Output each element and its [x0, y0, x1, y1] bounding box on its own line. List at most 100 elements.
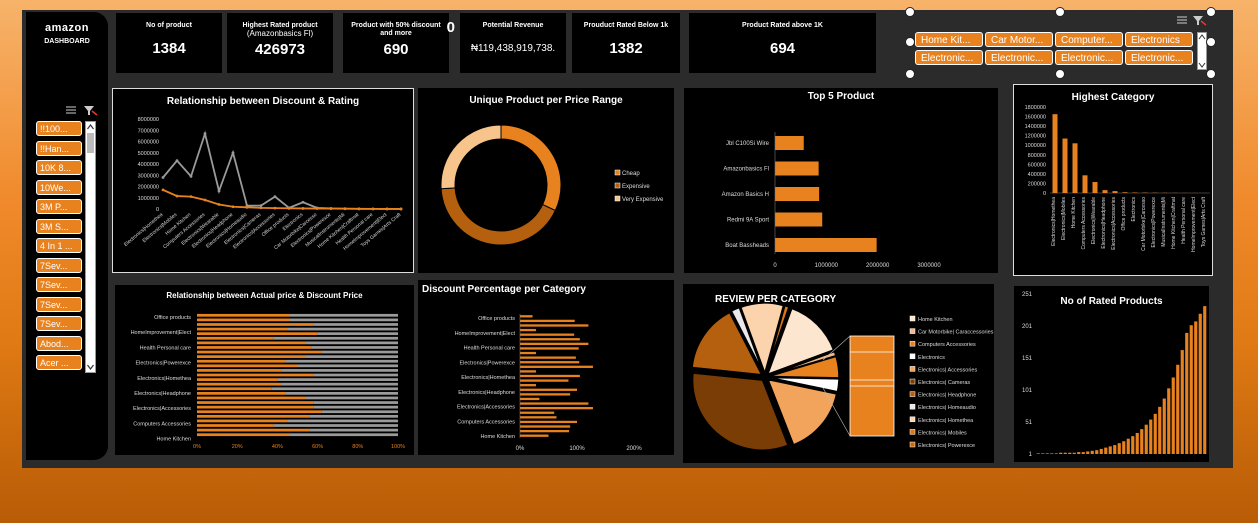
- kpi-value: 1382: [609, 40, 643, 57]
- chart-review-category: REVIEW PER CATEGORY Home Kitchen Car Moto…: [683, 284, 994, 463]
- bar: [1104, 447, 1108, 454]
- slicer-item[interactable]: 3M P...: [36, 199, 82, 214]
- bar-segment: [289, 318, 398, 322]
- data-point: [273, 195, 277, 199]
- resize-handle-tm[interactable]: [1055, 7, 1065, 17]
- bar: [1054, 453, 1058, 454]
- slicer-item[interactable]: 10K 8...: [36, 160, 82, 175]
- y-tick-label: Electronics|Homethea: [137, 376, 192, 382]
- slicer-item[interactable]: 4 In 1 ...: [36, 238, 82, 253]
- y-tick-label: 4000000: [138, 162, 159, 168]
- y-tick-label: 1000000: [138, 196, 159, 202]
- y-tick-label: 1: [1029, 452, 1033, 458]
- bar: [520, 361, 580, 364]
- category-slicer[interactable]: Home Kit... Car Motor... Computer... Electr…: [910, 12, 1212, 74]
- category-slicer-item[interactable]: Electronic...: [1125, 50, 1193, 65]
- bar: [520, 397, 540, 401]
- bar: [520, 356, 576, 359]
- bar: [1144, 424, 1148, 454]
- bar: [520, 315, 533, 318]
- resize-handle-br[interactable]: [1206, 69, 1216, 79]
- slicer-item[interactable]: !!Han...: [36, 140, 82, 156]
- x-tick-label: 20%: [232, 444, 243, 450]
- bar: [1140, 429, 1144, 454]
- stacked-bar-chart: Office products HomeImprovement|Elect Heal…: [131, 313, 405, 450]
- category-slicer-item[interactable]: Computer...: [1055, 32, 1123, 47]
- donut-slice: [440, 187, 556, 246]
- slicer-item[interactable]: 3M S...: [36, 218, 82, 234]
- bar-segment: [313, 401, 398, 404]
- multi-select-icon[interactable]: [66, 106, 76, 114]
- kpi-rated-below-1k: Prouduct Rated Below 1k 1382: [572, 13, 680, 73]
- data-point: [217, 203, 221, 206]
- clear-filter-icon[interactable]: [84, 106, 98, 116]
- bar-segment: [197, 369, 282, 372]
- y-tick-label: Electronics|Homethea: [461, 375, 516, 381]
- bar-segment: [289, 433, 398, 437]
- clear-filter-icon[interactable]: [1193, 16, 1207, 26]
- resize-handle-tr[interactable]: [1206, 7, 1216, 17]
- multi-select-icon[interactable]: [1177, 16, 1187, 24]
- resize-handle-bm[interactable]: [1055, 69, 1065, 79]
- topslicer-scrollbar[interactable]: [1197, 32, 1207, 70]
- x-tick-label: Electronics|Headphone: [1101, 197, 1107, 249]
- slicer-item[interactable]: 10We...: [36, 179, 82, 195]
- slicer-item[interactable]: !!100...: [36, 121, 82, 136]
- bar: [1068, 452, 1072, 454]
- slicer-scrollbar[interactable]: [85, 121, 96, 373]
- bar: [1122, 192, 1128, 193]
- bar-segment: [287, 327, 398, 331]
- bar-segment: [197, 373, 314, 377]
- bar: [1158, 406, 1162, 454]
- legend-swatch: [909, 315, 916, 322]
- legend-swatch: [909, 403, 916, 410]
- data-point: [231, 151, 235, 155]
- kpi-title: Prouduct Rated Below 1k: [583, 22, 669, 29]
- bar: [1131, 436, 1135, 454]
- y-tick-label: Electronics|Powerexce: [135, 361, 191, 367]
- y-tick-label: Electronics|Accessories: [457, 405, 515, 411]
- kpi-value: ₦119,438,919,738.: [470, 43, 556, 54]
- bar-segment: [285, 359, 398, 363]
- bar: [1099, 448, 1103, 454]
- bar: [1082, 175, 1088, 193]
- slicer-item[interactable]: 7Sev...: [36, 257, 82, 273]
- resize-handle-bl[interactable]: [905, 69, 915, 79]
- category-slicer-item[interactable]: Electronic...: [915, 50, 983, 65]
- slicer-item[interactable]: 7Sev...: [36, 316, 82, 331]
- bar-segment: [197, 424, 274, 427]
- resize-handle-ml[interactable]: [905, 37, 915, 47]
- y-tick-label: 5000000: [138, 151, 159, 157]
- data-point: [175, 159, 179, 163]
- category-slicer-item[interactable]: Home Kit...: [915, 32, 983, 47]
- bar: [1077, 452, 1081, 454]
- y-tick-label: 400000: [1028, 172, 1046, 178]
- slicer-item[interactable]: 7Sev...: [36, 296, 82, 312]
- bar-segment: [273, 336, 398, 340]
- legend-label: Computers Accessories: [918, 342, 976, 348]
- y-tick-label: 1800000: [1025, 105, 1046, 111]
- bar: [1108, 446, 1112, 454]
- slicer-item[interactable]: Abod...: [36, 335, 82, 351]
- x-tick-label: Home Kitchen: [1071, 197, 1077, 229]
- bar-segment: [297, 364, 398, 368]
- slicer-item[interactable]: 7Sev...: [36, 277, 82, 292]
- chart-price-range: Unique Product per Price Range Cheap Expe…: [418, 88, 674, 273]
- bar: [520, 420, 577, 424]
- bar: [775, 187, 820, 201]
- category-slicer-item[interactable]: Electronics: [1125, 32, 1193, 47]
- category-slicer-item[interactable]: Car Motor...: [985, 32, 1053, 47]
- category-slicer-item[interactable]: Electronic...: [1055, 50, 1123, 65]
- resize-handle-tl[interactable]: [905, 7, 915, 17]
- bar-segment: [305, 396, 398, 400]
- category-slicer-item[interactable]: Electronic...: [985, 50, 1053, 65]
- bar: [520, 388, 577, 391]
- x-tick-label: Office products: [1121, 197, 1127, 231]
- slicer-item[interactable]: Acer ...: [36, 355, 82, 370]
- bar-segment: [197, 346, 312, 349]
- chart-discount-rating: Relationship between Discount & Rating 0…: [112, 88, 414, 273]
- bar: [520, 365, 593, 368]
- resize-handle-mr[interactable]: [1206, 37, 1216, 47]
- bar-segment: [197, 359, 286, 363]
- data-point: [175, 194, 179, 198]
